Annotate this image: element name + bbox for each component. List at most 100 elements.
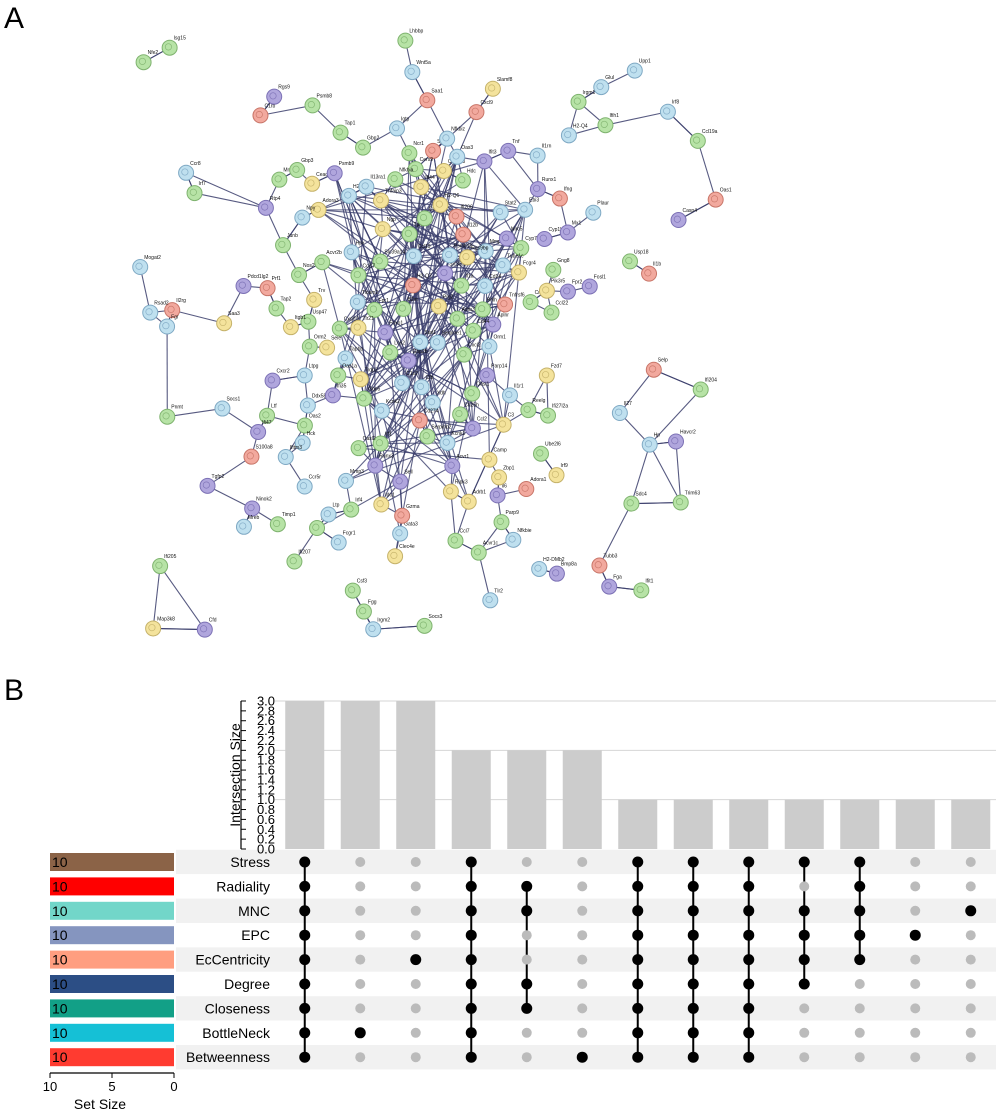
y-axis-title: Intersection Size (227, 723, 243, 827)
network-node-label: Nfkbiz (451, 127, 465, 133)
network-node-label: Itgb1 (295, 315, 306, 321)
network-node: Camp (481, 448, 507, 468)
network-node-label: Ifit3 (488, 149, 496, 155)
set-size-value: 10 (52, 903, 68, 919)
network-edge (419, 419, 504, 426)
network-node: Ifi204 (692, 378, 717, 398)
set-label: MNC (238, 903, 270, 919)
network-node-label: Pik3r5 (551, 279, 565, 285)
network-node: Trv (306, 288, 326, 308)
membership-dot-active (299, 1002, 311, 1014)
network-node-label: Clec4e (399, 544, 415, 550)
network-node: Cers9 (407, 157, 433, 178)
intersection-bar (340, 701, 380, 849)
network-node-label: Hdc (467, 169, 476, 175)
network-node-label: Adora3 (323, 198, 339, 204)
network-node-label: Upp1 (639, 59, 651, 65)
network-node-label: Bhlh (487, 297, 497, 303)
network-node: Itgb1 (282, 315, 306, 336)
network-node-label: Psmb9 (339, 161, 355, 167)
membership-dot-active (687, 856, 699, 868)
network-node-label: Ifi47 (262, 420, 272, 426)
membership-dot-active (465, 905, 477, 917)
network-node-label: Orm1 (493, 335, 506, 341)
set-label: Betweenness (186, 1049, 270, 1065)
network-node: Sell (392, 470, 413, 490)
network-node: Zbp1 (491, 465, 515, 486)
network-edge (363, 273, 446, 399)
network-node-label: Ifih1 (609, 113, 619, 119)
network-node: Glul (593, 75, 614, 96)
network-node-label: Cfb (426, 375, 434, 381)
network-node-label: Il1r1 (514, 383, 524, 389)
network-node: Rsad2 (142, 301, 169, 321)
network-node: Parp9 (493, 510, 519, 531)
network-node-label: Ccl22 (556, 301, 569, 307)
network-node-label: Fgr (171, 314, 179, 320)
set-label: EPC (241, 927, 270, 943)
network-node-label: Gzma (406, 504, 420, 510)
network-node: Plaur (585, 201, 609, 221)
network-node-label: Irgm2 (377, 617, 390, 623)
membership-dot-active (687, 880, 699, 892)
intersection-bar (840, 799, 880, 849)
network-edge (322, 261, 484, 310)
network-node-label: Plaur (597, 201, 609, 207)
network-node-label: Usp18 (634, 249, 649, 255)
network-edge (357, 156, 458, 329)
membership-dot-inactive (577, 1027, 588, 1038)
network-node-label: Oas2 (309, 414, 321, 420)
set-size-value: 10 (52, 1049, 68, 1065)
network-node: Irgm2 (365, 617, 390, 638)
y-tick-label: 0.2 (257, 832, 275, 847)
network-node: Gbp2b (400, 349, 428, 369)
membership-dot-inactive (521, 1052, 532, 1063)
network-node-label: Cd274 (424, 408, 439, 414)
network-node-label: Wnt5a (416, 60, 431, 66)
network-node: Cd274 (411, 408, 439, 429)
network-node: Fpr1 (366, 298, 389, 318)
network-node: Nos2 (291, 263, 315, 284)
set-size-bar (50, 1048, 174, 1067)
network-node: Pnmt (159, 405, 184, 425)
network-node: Tap2 (268, 296, 292, 317)
network-edge (450, 393, 473, 492)
membership-dot-active (299, 905, 311, 917)
network-node-label: Cfd (209, 618, 217, 624)
network-node-label: Ido1 (385, 493, 395, 499)
membership-dot-active (743, 978, 755, 990)
membership-dot-active (687, 1002, 699, 1014)
network-node: Ifi207 (286, 550, 311, 570)
network-node-label: Kcnk1 (451, 431, 465, 437)
network-node: Ube2l6 (532, 442, 561, 462)
network-edge (185, 172, 267, 209)
network-node-label: Ccl17 (362, 263, 375, 269)
network-node: Foxo1 (377, 320, 403, 341)
membership-dot-active (465, 856, 477, 868)
network-node: Ltf (259, 404, 277, 424)
network-node-label: Junb (287, 233, 298, 239)
membership-dot-inactive (965, 979, 976, 989)
network-node: Ninok2 (244, 496, 272, 517)
network-node-label: Rtp4 (270, 196, 281, 202)
network-node-label: Fpr2 (572, 280, 583, 286)
network-node-label: Adrb1 (473, 490, 487, 496)
membership-dot-inactive (577, 905, 588, 916)
network-node: Aplnr (485, 313, 509, 333)
set-size-axis-title: Set Size (74, 1096, 126, 1109)
set-size-bar (50, 926, 174, 945)
network-node-label: Prf1 (272, 276, 281, 282)
network-node-label: Tap2 (280, 296, 291, 302)
network-node: Ccl19 (405, 244, 431, 265)
network-node-label: Ifi27l2a (552, 404, 568, 410)
network-node: Nlrc5 (498, 227, 523, 247)
membership-dot-inactive (799, 1052, 810, 1063)
network-node-label: Socs1 (226, 397, 240, 403)
network-node-label: Lhbbp (409, 29, 423, 35)
network-edge (598, 503, 632, 566)
network-node: Sele (319, 336, 341, 356)
network-node: Acvr1c (470, 541, 499, 561)
network-node-label: Cyp1b1 (548, 227, 565, 233)
network-node-label: Pnmt (171, 405, 183, 411)
network-node-label: Il13ra1 (370, 175, 386, 181)
